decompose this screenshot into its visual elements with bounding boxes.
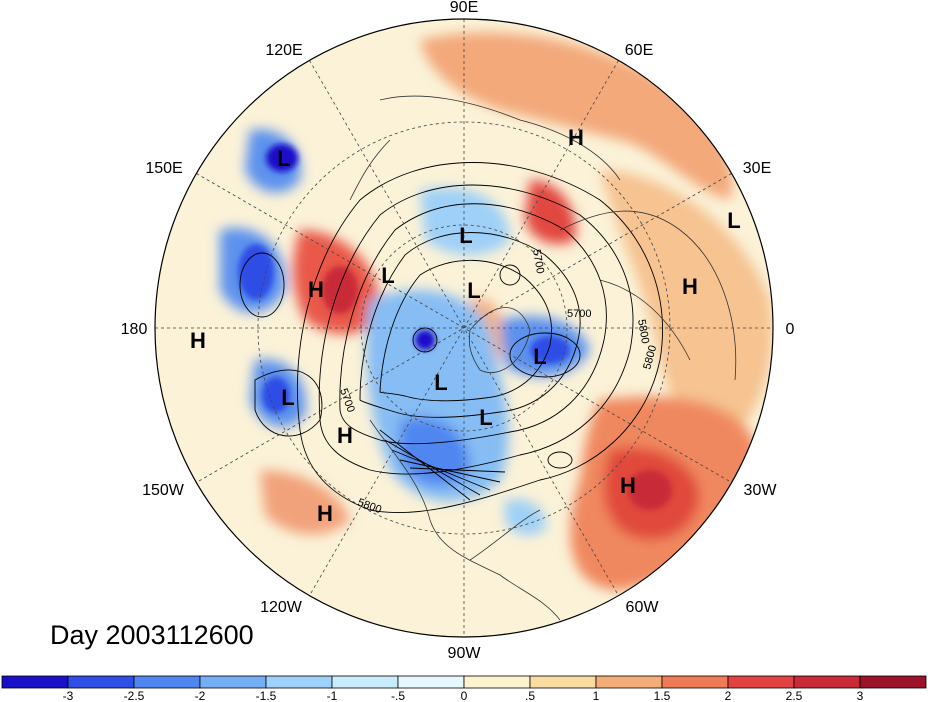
contour-5650 bbox=[359, 232, 581, 418]
graticule-lat-60 bbox=[360, 224, 568, 432]
colorbar-tick-label: 2.5 bbox=[786, 689, 803, 702]
lon-label-120e: 120E bbox=[265, 42, 302, 59]
center-label: H bbox=[568, 125, 584, 150]
colorbar-swatch bbox=[661, 675, 729, 689]
center-label: H bbox=[620, 473, 636, 498]
lon-label-30e: 30E bbox=[743, 160, 771, 177]
anomaly-field bbox=[155, 19, 773, 637]
anomaly-core-hudson bbox=[415, 330, 435, 350]
lon-label-60w: 60W bbox=[626, 599, 660, 616]
contour-pacific-ring bbox=[239, 252, 285, 318]
lon-label-0: 0 bbox=[786, 321, 795, 338]
colorbar-tick-label: -1.5 bbox=[256, 689, 277, 702]
anomaly-core-pacific2 bbox=[266, 144, 298, 172]
colorbar-swatch bbox=[529, 675, 597, 689]
colorbar-swatch bbox=[199, 675, 267, 689]
graticule bbox=[155, 19, 773, 637]
lon-label-60e: 60E bbox=[625, 42, 653, 59]
coast-greenland bbox=[468, 307, 531, 373]
anomaly-core-europe bbox=[530, 336, 570, 364]
contour-5800-outer bbox=[297, 162, 663, 514]
anomaly-positive-north bbox=[420, 32, 733, 200]
contour-5750 bbox=[318, 184, 634, 475]
colorbar-swatch bbox=[1, 675, 69, 689]
contour-5700 bbox=[339, 203, 607, 445]
center-label: L bbox=[533, 344, 546, 369]
colorbar-tick-label: 3 bbox=[857, 689, 864, 702]
anomaly-core-pacific1 bbox=[238, 244, 274, 300]
colorbar-swatch bbox=[67, 675, 135, 689]
colorbar-tick-label: 1.5 bbox=[654, 689, 671, 702]
date-label: Day 2003112600 bbox=[50, 620, 254, 650]
center-label: L bbox=[467, 278, 480, 303]
colorbar-swatch bbox=[793, 675, 861, 689]
colorbar-swatch bbox=[463, 675, 531, 689]
colorbar-tick-label: -2 bbox=[195, 689, 206, 702]
coastlines bbox=[349, 95, 737, 621]
center-label: L bbox=[727, 208, 740, 233]
coast-eurasia bbox=[559, 210, 737, 381]
anomaly-positive-east bbox=[600, 170, 773, 450]
colorbar-swatch bbox=[265, 675, 333, 689]
colorbar-tick-label: -3 bbox=[63, 689, 74, 702]
lon-label-30w: 30W bbox=[744, 482, 778, 499]
center-label: L bbox=[434, 370, 447, 395]
contour-5600 bbox=[379, 259, 552, 402]
anomaly-negative-canada-core bbox=[400, 417, 470, 487]
center-label: L bbox=[281, 385, 294, 410]
colorbar-tick-label: -2.5 bbox=[124, 689, 145, 702]
graticule-meridian-150 bbox=[196, 173, 732, 483]
colorbar-swatch bbox=[859, 675, 927, 689]
colorbar-tick-label: 2 bbox=[725, 689, 732, 702]
lon-label-150w: 150W bbox=[142, 482, 185, 499]
lon-label-120w: 120W bbox=[260, 599, 303, 616]
contour-label: 5800 bbox=[635, 318, 651, 344]
center-label: H bbox=[308, 277, 324, 302]
contour-arctic-ring bbox=[499, 264, 521, 286]
contour-label: 5700 bbox=[567, 308, 591, 320]
center-label: H bbox=[190, 328, 206, 353]
colorbar-swatch bbox=[595, 675, 663, 689]
colorbar-swatch bbox=[727, 675, 795, 689]
contour-atlantic-ring bbox=[547, 451, 573, 469]
colorbar-tick-label: 0 bbox=[461, 689, 468, 702]
colorbar-tick-label: 1 bbox=[593, 689, 600, 702]
colorbar-tick-label: -.5 bbox=[391, 689, 405, 702]
colorbar-swatch bbox=[133, 675, 201, 689]
center-label: L bbox=[459, 223, 472, 248]
center-label: H bbox=[337, 423, 353, 448]
contour-trough-lines bbox=[379, 429, 506, 501]
lon-label-150e: 150E bbox=[145, 160, 182, 177]
coast-north-america bbox=[369, 419, 561, 621]
contour-label: 5700 bbox=[530, 248, 546, 274]
lon-label-180: 180 bbox=[121, 321, 148, 338]
coast-asia bbox=[349, 95, 621, 201]
center-label: L bbox=[277, 146, 290, 171]
anomaly-positive-south bbox=[260, 470, 350, 535]
colorbar-swatch bbox=[397, 675, 465, 689]
colorbar-tick-label: -1 bbox=[327, 689, 338, 702]
colorbar-swatch bbox=[331, 675, 399, 689]
anomaly-core-pacific3 bbox=[262, 377, 290, 413]
lon-label-90e: 90E bbox=[450, 0, 478, 16]
contour-pacific-lobe bbox=[254, 369, 323, 437]
center-label: H bbox=[317, 501, 333, 526]
center-label: L bbox=[381, 263, 394, 288]
anomaly-core-atlantic-pos bbox=[628, 470, 672, 510]
lon-label-90w: 90W bbox=[448, 645, 482, 662]
anomaly-core-pacific-pos bbox=[322, 266, 358, 314]
colorbar: -3 -2.5 -2 -1.5 -1 -.5 0 .5 1 1.5 2 2.5 3 bbox=[1, 675, 927, 702]
colorbar-tick-label: .5 bbox=[525, 689, 535, 702]
map-border bbox=[154, 18, 774, 638]
center-label: H bbox=[682, 274, 698, 299]
graticule-lat-30 bbox=[257, 121, 671, 535]
center-label: L bbox=[479, 405, 492, 430]
